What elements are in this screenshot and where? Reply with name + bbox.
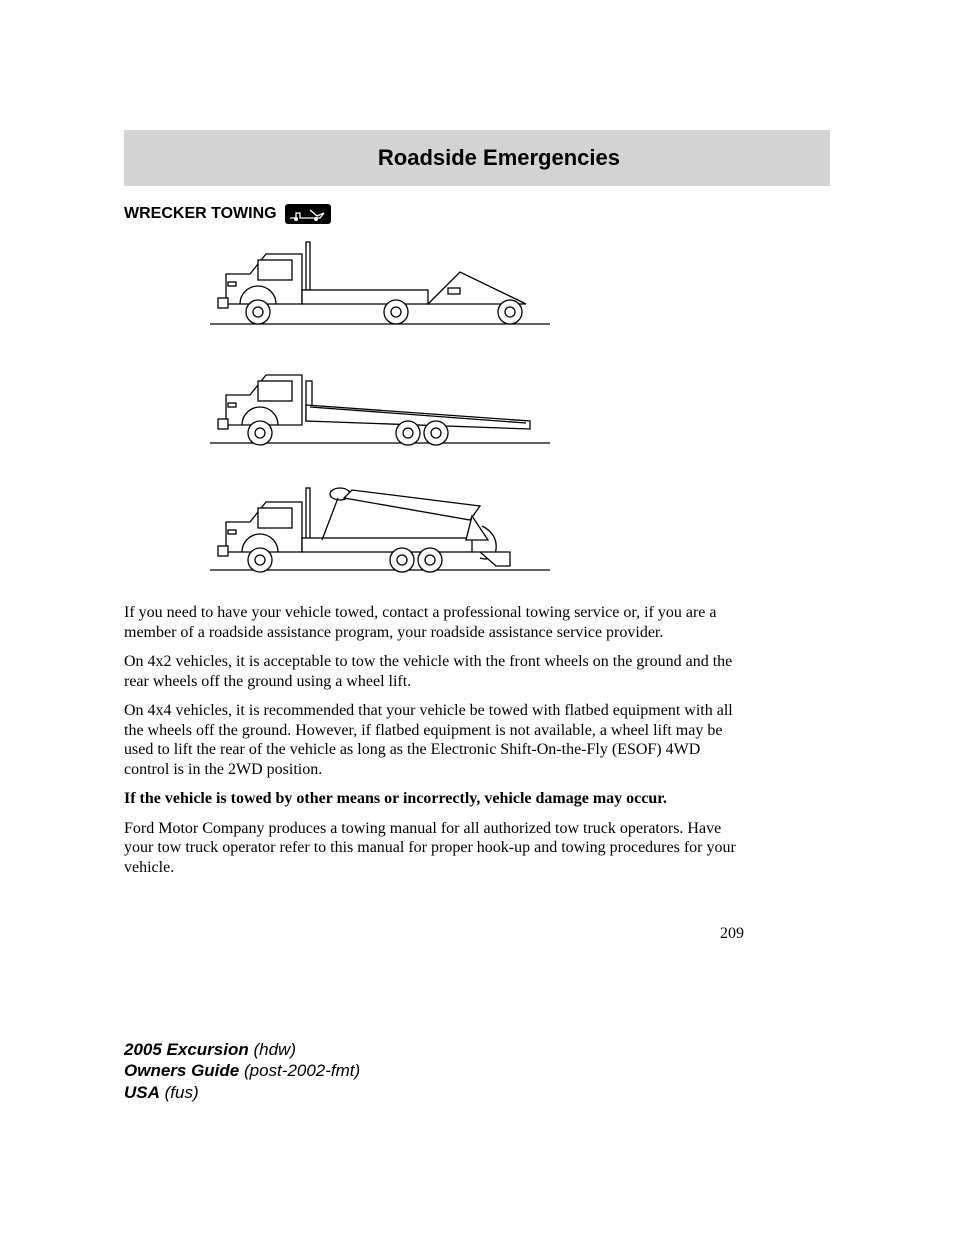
tow-truck-illustrations <box>210 232 550 585</box>
section-heading: WRECKER TOWING <box>124 204 744 224</box>
footer-model: 2005 Excursion <box>124 1040 249 1059</box>
footer-guide: Owners Guide <box>124 1061 239 1080</box>
paragraph-3: On 4x4 vehicles, it is recommended that … <box>124 701 744 779</box>
illustration-wheel-lift-truck <box>210 232 550 337</box>
footer-model-code: (hdw) <box>253 1040 296 1059</box>
footer-region-code: (fus) <box>165 1083 199 1102</box>
content-area: WRECKER TOWING <box>124 204 744 943</box>
footer-region: USA <box>124 1083 160 1102</box>
tow-truck-icon <box>285 204 331 224</box>
page-title: Roadside Emergencies <box>378 145 620 171</box>
footer-guide-code: (post-2002-fmt) <box>244 1061 360 1080</box>
paragraph-2: On 4x2 vehicles, it is acceptable to tow… <box>124 652 744 691</box>
illustration-flatbed-truck <box>210 351 550 456</box>
footer-line-3: USA (fus) <box>124 1082 954 1103</box>
header-band: Roadside Emergencies <box>124 130 830 186</box>
page-number: 209 <box>124 925 744 943</box>
footer: 2005 Excursion (hdw) Owners Guide (post-… <box>124 1039 954 1103</box>
section-heading-text: WRECKER TOWING <box>124 205 277 223</box>
paragraph-5: Ford Motor Company produces a towing man… <box>124 819 744 878</box>
paragraph-1: If you need to have your vehicle towed, … <box>124 603 744 642</box>
footer-line-2: Owners Guide (post-2002-fmt) <box>124 1060 954 1081</box>
illustration-boom-wrecker-truck <box>210 470 550 585</box>
paragraph-4-warning: If the vehicle is towed by other means o… <box>124 789 744 809</box>
footer-line-1: 2005 Excursion (hdw) <box>124 1039 954 1060</box>
